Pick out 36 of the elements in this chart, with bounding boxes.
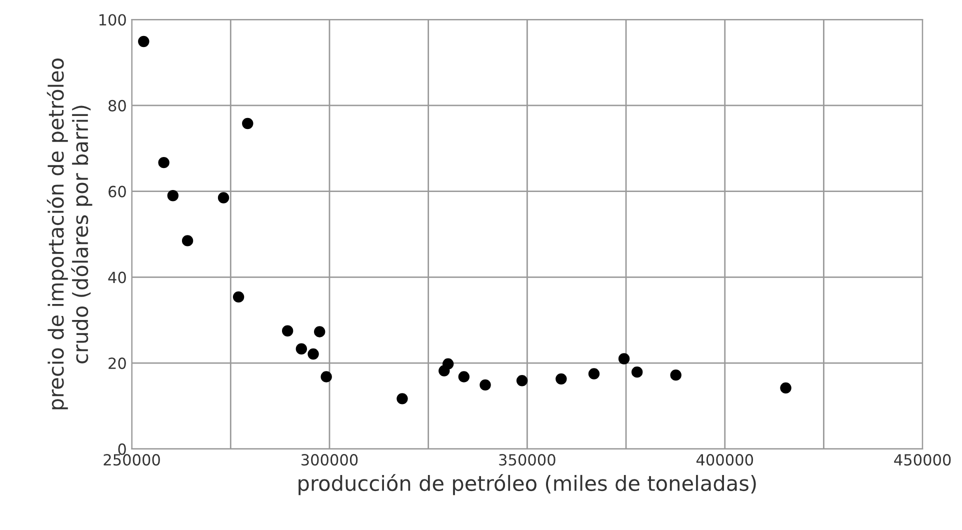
point xyxy=(232,291,244,303)
point xyxy=(242,118,254,130)
point xyxy=(282,325,294,336)
y-tick-label: 100 xyxy=(99,14,126,26)
y-tick-label: 20 xyxy=(108,358,126,370)
point xyxy=(556,373,567,385)
x-tick-label: 350000 xyxy=(499,454,556,466)
point xyxy=(618,353,630,364)
y-tick-label: 60 xyxy=(108,186,126,198)
point xyxy=(780,382,792,394)
point xyxy=(516,375,528,386)
point xyxy=(320,371,332,382)
point xyxy=(480,379,491,391)
point xyxy=(314,326,326,338)
point xyxy=(296,343,308,354)
point xyxy=(158,156,170,168)
x-tick-label: 250000 xyxy=(104,454,160,466)
x-axis-title: producción de petróleo (miles de toneladas) xyxy=(298,474,756,496)
point xyxy=(218,192,230,204)
point xyxy=(182,235,194,246)
point xyxy=(308,348,319,360)
point xyxy=(588,368,600,380)
point xyxy=(458,371,470,382)
y-axis-title: precio de importación de petróleo crudo (dólares por barril) xyxy=(46,58,92,410)
point xyxy=(396,393,408,404)
x-tick-label: 400000 xyxy=(696,454,754,466)
point xyxy=(670,369,682,381)
y-tick-label: 40 xyxy=(108,272,126,284)
y-tick-label: 0 xyxy=(118,443,126,455)
x-tick-label: 450000 xyxy=(894,454,951,466)
point xyxy=(442,358,454,370)
point xyxy=(631,366,643,378)
x-tick-label: 300000 xyxy=(301,454,358,466)
y-tick-label: 80 xyxy=(108,100,126,112)
point xyxy=(167,190,179,202)
point xyxy=(138,36,150,48)
